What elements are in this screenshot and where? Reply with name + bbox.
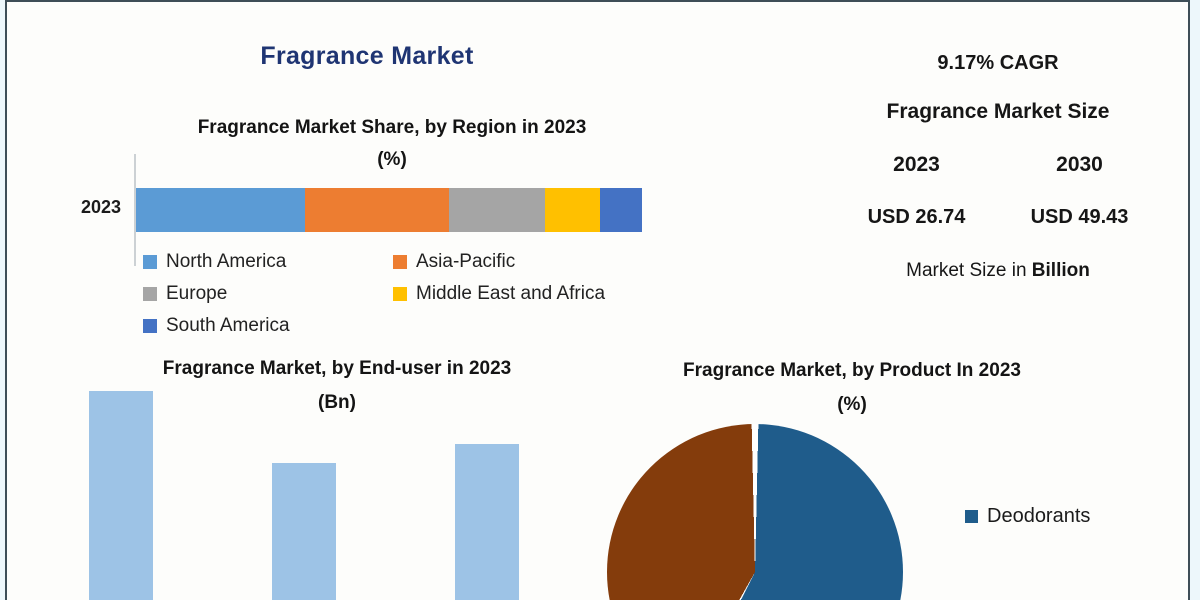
- region-stacked-bar: [136, 188, 643, 232]
- enduser-bar: [89, 391, 153, 600]
- region-bar-segment: [600, 188, 643, 232]
- region-chart-y-axis: [134, 154, 136, 266]
- legend-color-swatch: [143, 287, 157, 301]
- product-chart-title-line1: Fragrance Market, by Product In 2023: [683, 360, 1021, 381]
- region-chart-title: Fragrance Market Share, by Region in 202…: [127, 112, 657, 176]
- enduser-bar-group: [89, 391, 519, 600]
- value-2030: USD 49.43: [1030, 206, 1129, 228]
- market-size-values: USD 26.74 USD 49.43: [835, 206, 1161, 229]
- region-bar-segment: [449, 188, 545, 232]
- year-2030-label: 2030: [1056, 153, 1103, 176]
- page-title: Fragrance Market: [260, 42, 474, 70]
- market-size-years: 2023 2030: [835, 153, 1161, 177]
- infographic-card: Fragrance Market 9.17% CAGR Fragrance Ma…: [5, 0, 1190, 600]
- enduser-chart-title-line1: Fragrance Market, by End-user in 2023: [162, 358, 512, 379]
- market-size-note: Market Size in Billion: [835, 260, 1161, 282]
- legend-column-2: Asia-Pacific Middle East and Africa: [393, 246, 605, 342]
- legend-item: North America: [143, 246, 393, 278]
- legend-label: South America: [166, 315, 290, 336]
- legend-color-swatch: [143, 319, 157, 333]
- product-chart-title: Fragrance Market, by Product In 2023 (%): [617, 354, 1087, 422]
- legend-label: North America: [166, 251, 287, 272]
- product-chart-title-unit: (%): [837, 394, 867, 415]
- note-unit: Billion: [1031, 260, 1090, 281]
- enduser-bar: [455, 444, 519, 600]
- enduser-chart-title: Fragrance Market, by End-user in 2023 (B…: [97, 352, 577, 420]
- product-chart-legend: Deodorants: [965, 505, 1090, 528]
- legend-color-swatch: [393, 287, 407, 301]
- legend-color-swatch: [143, 255, 157, 269]
- product-pie: [607, 424, 903, 600]
- legend-item: Middle East and Africa: [393, 278, 605, 310]
- legend-item: Asia-Pacific: [393, 246, 605, 278]
- cagr-value: 9.17% CAGR: [937, 52, 1059, 74]
- enduser-bar: [272, 463, 336, 600]
- legend-item: Europe: [143, 278, 393, 310]
- year-2023-label: 2023: [893, 153, 940, 176]
- legend-item: South America: [143, 310, 393, 342]
- legend-label: Middle East and Africa: [416, 283, 606, 304]
- legend-color-swatch: [393, 255, 407, 269]
- market-size-heading: Fragrance Market Size: [886, 100, 1110, 123]
- region-chart-category-label: 2023: [80, 197, 121, 217]
- region-chart-title-line1: Fragrance Market Share, by Region in 202…: [197, 117, 587, 138]
- region-bar-segment: [304, 188, 450, 232]
- region-bar-segment: [136, 188, 305, 232]
- legend-column-1: North America Europe South America: [143, 246, 393, 342]
- region-chart-legend: North America Europe South America Asia-Pa…: [143, 246, 703, 342]
- note-prefix: Market Size in: [906, 260, 1032, 281]
- legend-color-swatch: [965, 510, 978, 523]
- region-bar-segment: [544, 188, 601, 232]
- enduser-chart-title-unit: (Bn): [318, 392, 356, 413]
- region-chart-title-unit: (%): [377, 149, 407, 170]
- legend-label: Asia-Pacific: [416, 251, 516, 272]
- legend-label: Europe: [166, 283, 228, 304]
- legend-label: Deodorants: [987, 505, 1091, 527]
- value-2023: USD 26.74: [867, 206, 966, 228]
